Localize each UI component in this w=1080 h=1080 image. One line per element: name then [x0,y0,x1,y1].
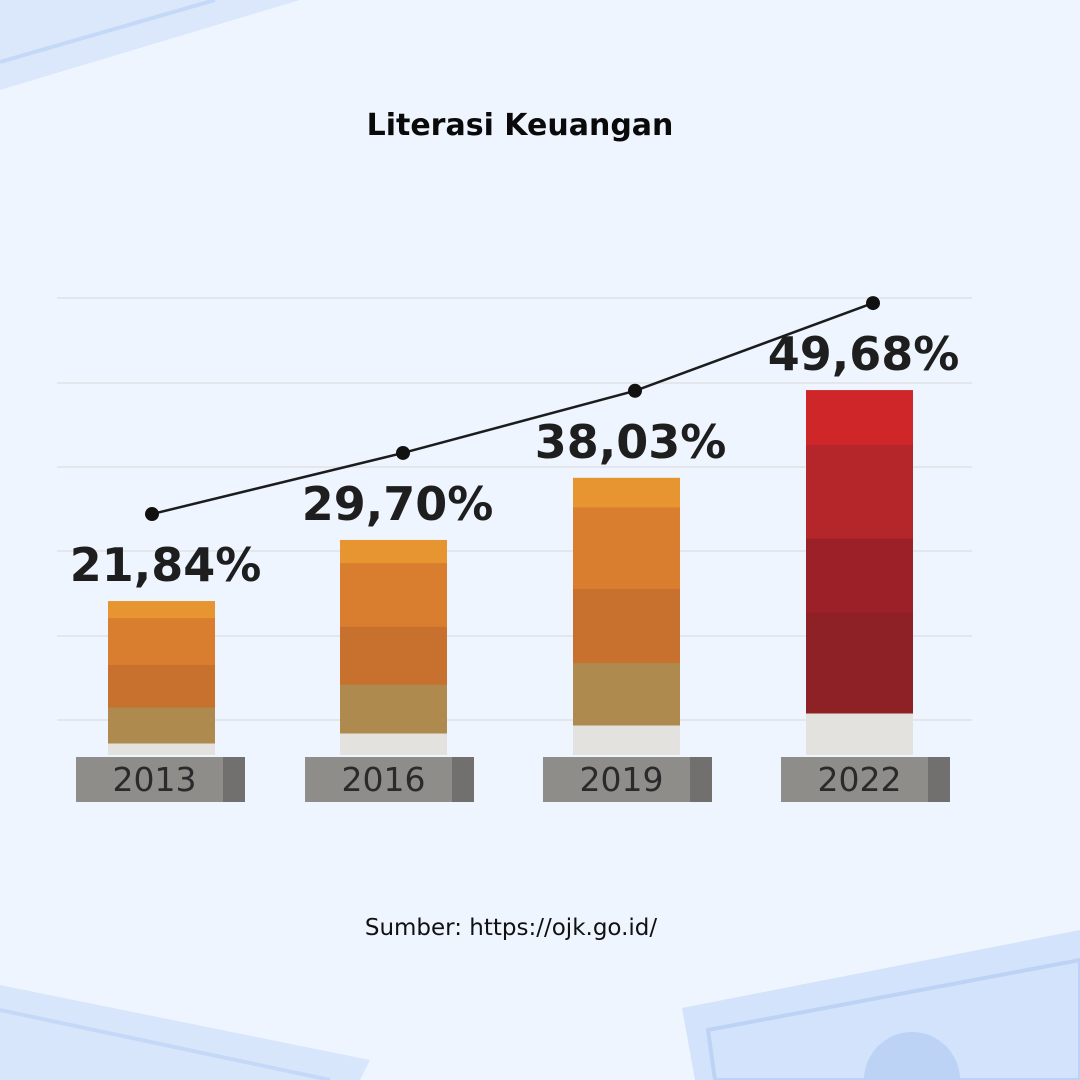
category-label-shadow [452,757,474,802]
trend-point [396,445,410,460]
bar-plinth [806,713,913,755]
category-label-shadow [928,757,950,802]
bar-plinth [340,733,447,755]
trend-point [866,296,880,311]
source-note: Sumber: https://ojk.go.id/ [364,915,658,941]
bar-segment [108,618,215,666]
bar-plinth [573,725,680,755]
category-label-box [305,757,474,802]
bar-segment [806,538,913,614]
value-label: 29,70% [302,477,494,531]
trend-point [145,507,159,522]
category-label-box [76,757,245,802]
category-label: 2019 [580,760,664,799]
value-label: 21,84% [70,538,262,592]
bar-2022 [806,390,913,714]
bar-segment [108,601,215,619]
category-label-shadow [223,757,245,802]
bar-segment [573,477,680,508]
bar-2019 [573,477,680,726]
bar-segment [573,589,680,664]
bar-segment [340,626,447,686]
trend-point [628,383,642,398]
value-label: 49,68% [768,327,960,381]
bar-segment [806,390,913,446]
bar-2016 [340,539,447,734]
bar-segment [108,707,215,744]
category-label-box [543,757,712,802]
bar-segment [806,612,913,714]
category-label-box [781,757,950,802]
category-label: 2016 [342,760,426,799]
bar-segment [340,563,447,628]
bar-plinth [108,743,215,755]
bar-segment [108,664,215,709]
bar-2013 [108,601,215,744]
bar-segment [340,539,447,564]
bar-segment [806,444,913,540]
category-label: 2022 [818,760,902,799]
bar-segment [573,507,680,590]
bar-segment [340,684,447,734]
category-label: 2013 [113,760,197,799]
bar-segment [573,663,680,726]
chart-title: Literasi Keuangan [366,108,674,143]
trend-line [151,301,874,516]
category-label-shadow [690,757,712,802]
value-label: 38,03% [535,415,727,469]
